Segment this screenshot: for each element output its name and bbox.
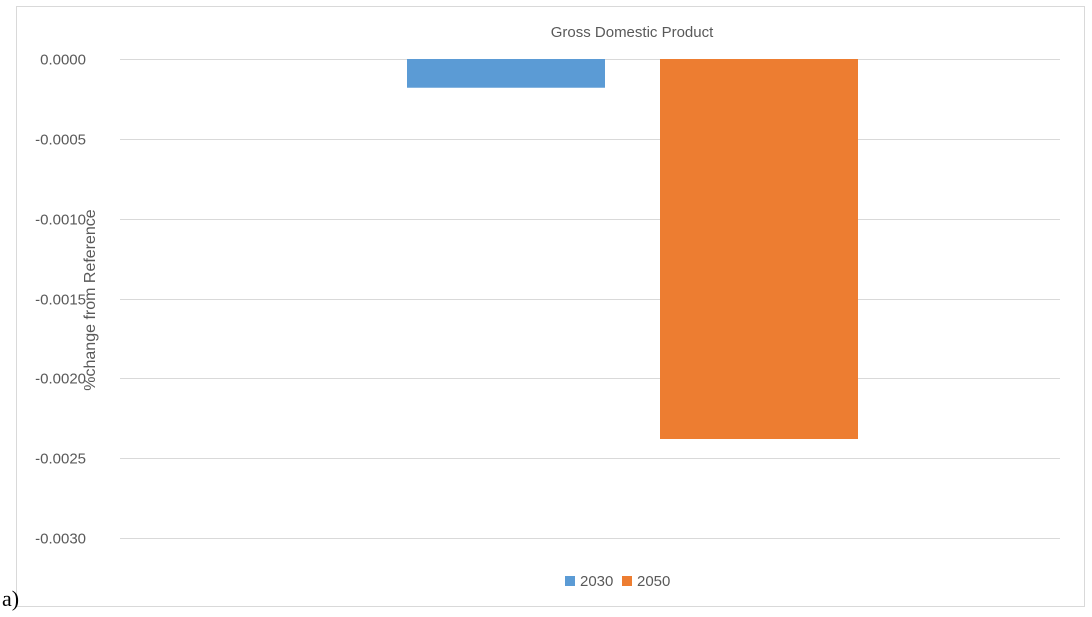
y-tick-labels: 0.0000 -0.0005 -0.0010 -0.0015 -0.0020 -0.002…	[35, 52, 86, 548]
panel-label: a)	[2, 586, 20, 611]
y-tick-label: -0.0005	[35, 132, 86, 149]
legend-label-2050: 2050	[637, 573, 670, 590]
legend-swatch-2050	[622, 576, 632, 586]
bar-2030	[407, 59, 605, 88]
y-tick-label: -0.0020	[35, 371, 86, 388]
y-tick-label: -0.0010	[35, 212, 86, 229]
legend-label-2030: 2030	[580, 573, 613, 590]
y-tick-label: -0.0015	[35, 292, 86, 309]
y-tick-label: 0.0000	[40, 52, 86, 69]
gridlines	[120, 59, 1060, 539]
y-tick-label: -0.0030	[35, 531, 86, 548]
legend: 2030 2050	[565, 573, 670, 590]
bars	[407, 59, 858, 440]
chart-border	[16, 6, 1085, 607]
chart-title: Gross Domestic Product	[551, 24, 714, 41]
bar-2050	[660, 59, 858, 440]
legend-swatch-2030	[565, 576, 575, 586]
y-tick-label: -0.0025	[35, 451, 86, 468]
y-axis-label: %change from Reference	[82, 209, 99, 391]
